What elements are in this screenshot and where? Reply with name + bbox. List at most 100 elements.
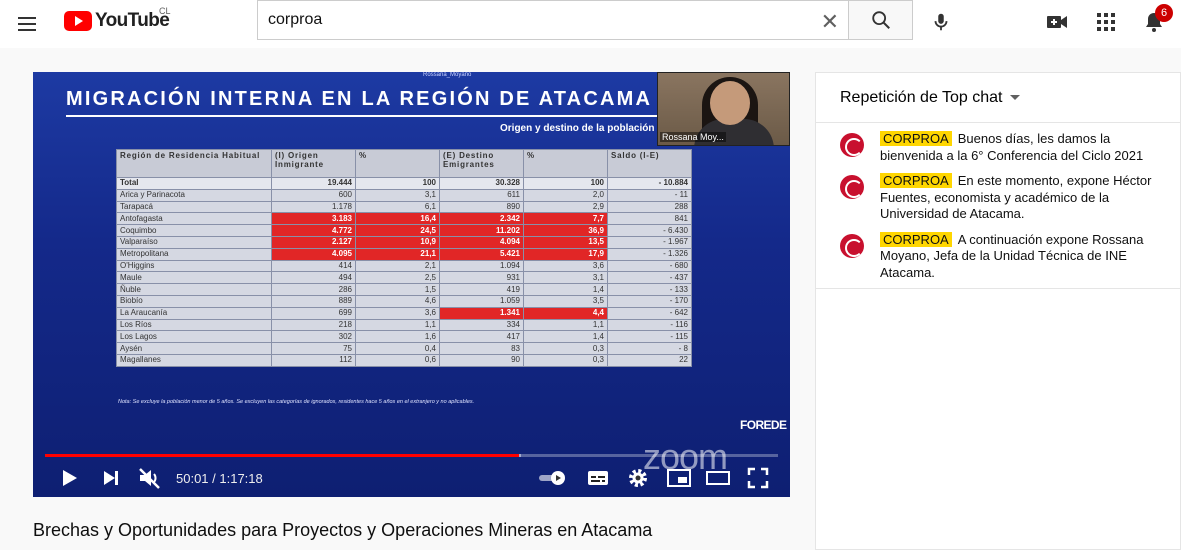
table-cell: 4,6 [355, 294, 440, 308]
search-button[interactable] [848, 0, 913, 40]
table-cell: - 170 [607, 294, 692, 308]
chat-mode-selector[interactable]: Repetición de Top chat [816, 73, 1180, 123]
table-cell: 1,1 [523, 318, 608, 332]
table-cell: 22 [607, 353, 692, 367]
subtitles-button[interactable] [586, 466, 610, 490]
table-cell: 1.178 [271, 200, 356, 214]
author-avatar[interactable] [840, 133, 864, 157]
apps-button[interactable] [1094, 10, 1118, 34]
table-cell: Arica y Parinacota [116, 188, 272, 202]
table-cell: 2,9 [523, 200, 608, 214]
table-cell: O'Higgins [116, 259, 272, 273]
table-cell: 7,7 [523, 212, 608, 226]
table-cell: 302 [271, 330, 356, 344]
table-cell: - 642 [607, 306, 692, 320]
table-cell: - 8 [607, 342, 692, 355]
table-cell: Biobío [116, 294, 272, 308]
table-row: Biobío 889 4,6 1.059 3,5- 170 [116, 294, 692, 308]
table-cell: - 116 [607, 318, 692, 332]
table-cell: 699 [271, 306, 356, 320]
table-cell: 100 [355, 177, 440, 190]
table-cell: 4.094 [439, 235, 524, 249]
search-box: ✕ [257, 0, 849, 40]
table-cell: 414 [271, 259, 356, 273]
forede-logo: FOREDE [740, 418, 787, 432]
table-cell: Los Lagos [116, 330, 272, 344]
search-input[interactable] [258, 1, 849, 39]
chevron-down-icon [1010, 95, 1021, 101]
autoplay-toggle[interactable] [538, 466, 568, 490]
country-code: CL [159, 6, 171, 16]
author-avatar[interactable] [840, 175, 864, 199]
table-cell: 1.094 [439, 259, 524, 273]
theater-mode-button[interactable] [705, 466, 731, 490]
table-row: La Araucanía 699 3,6 1.341 4,4- 642 [116, 306, 692, 320]
autoplay-toggle-icon [539, 471, 565, 485]
presenter-tag: Rossana_Moyano [423, 72, 472, 78]
logo-text: YouTube [95, 10, 170, 31]
table-cell: - 10.884 [607, 177, 692, 190]
table-cell: 419 [439, 283, 524, 296]
table-cell: 600 [271, 188, 356, 202]
table-cell: 417 [439, 330, 524, 344]
table-header: (I) Origen Inmigrante [271, 149, 356, 178]
table-cell: Los Ríos [116, 318, 272, 332]
youtube-logo[interactable]: YouTube CL [64, 6, 171, 32]
table-cell: 2.127 [271, 235, 356, 249]
miniplayer-button[interactable] [666, 466, 692, 490]
slide-footnote: Nota: Se excluye la población menor de 5… [118, 399, 475, 405]
table-header: Región de Residencia Habitual [116, 149, 272, 178]
voice-search-button[interactable] [930, 10, 952, 39]
next-button[interactable] [99, 466, 123, 490]
miniplayer-icon [667, 469, 691, 487]
table-cell: 21,1 [355, 247, 440, 261]
table-cell: 889 [271, 294, 356, 308]
message-text: En este momento, expone Héctor Fuentes, … [880, 173, 1152, 221]
table-cell: 3,1 [355, 188, 440, 202]
table-cell: 0,3 [523, 353, 608, 367]
table-cell: 11.202 [439, 224, 524, 237]
table-cell: 334 [439, 318, 524, 332]
chat-message-list: CORPROA Buenos días, les damos la bienven… [816, 123, 1180, 289]
table-row: Antofagasta 3.183 16,4 2.342 7,7 841 [116, 212, 692, 226]
author-name[interactable]: CORPROA [880, 131, 952, 146]
table-cell: 2,1 [355, 259, 440, 273]
time-display: 50:01 / 1:17:18 [176, 471, 263, 486]
played-progress [45, 454, 520, 457]
fullscreen-button[interactable] [746, 466, 770, 490]
table-cell: 10,9 [355, 235, 440, 249]
mute-button[interactable] [137, 466, 163, 490]
message-text: Buenos días, les damos la bienvenida a l… [880, 131, 1144, 163]
table-row: Total 19.444 100 30.328 100- 10.884 [116, 177, 692, 190]
table-cell: 2.342 [439, 212, 524, 226]
progress-bar[interactable] [45, 454, 778, 457]
table-cell: 75 [271, 342, 356, 355]
table-header: % [355, 149, 440, 178]
video-player[interactable]: Rossana_Moyano MIGRACIÓN INTERNA EN LA R… [33, 72, 790, 497]
settings-button[interactable] [626, 466, 650, 490]
microphone-icon [934, 13, 948, 31]
table-row: Los Ríos 218 1,1 334 1,1- 116 [116, 318, 692, 332]
volume-muted-icon [139, 468, 160, 489]
presenter-face [710, 81, 750, 125]
table-row: Magallanes 112 0,6 90 0,3 22 [116, 353, 692, 367]
author-name[interactable]: CORPROA [880, 231, 952, 247]
message-text: A continuación expone Rossana Moyano, Je… [880, 231, 1144, 280]
video-camera-plus-icon [1047, 16, 1067, 28]
slide-subtitle: Origen y destino de la población [500, 123, 655, 134]
hamburger-menu-icon[interactable] [18, 13, 40, 35]
live-chat-replay: Repetición de Top chat CORPROA Buenos día… [815, 72, 1181, 550]
author-name[interactable]: CORPROA [880, 173, 952, 188]
chat-message: CORPROA A continuación expone Rossana Moy… [816, 231, 1180, 282]
author-avatar[interactable] [840, 233, 864, 258]
table-cell: 19.444 [271, 177, 356, 190]
play-button[interactable] [57, 466, 81, 490]
table-cell: - 1.967 [607, 235, 692, 249]
clear-search-icon[interactable]: ✕ [820, 9, 839, 34]
table-cell: - 680 [607, 259, 692, 273]
table-cell: La Araucanía [116, 306, 272, 320]
table-cell: 24,5 [355, 224, 440, 237]
table-cell: 931 [439, 271, 524, 285]
create-video-button[interactable] [1045, 10, 1069, 34]
table-body: Total 19.444 100 30.328 100- 10.884 Arica y P… [116, 177, 692, 367]
